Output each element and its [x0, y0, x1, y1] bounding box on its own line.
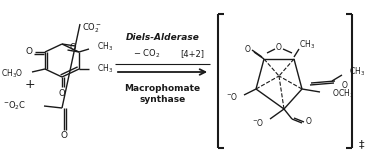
Text: Diels-Alderase: Diels-Alderase — [125, 33, 199, 41]
Text: CH$_3$: CH$_3$ — [97, 41, 113, 53]
Text: O: O — [276, 42, 282, 52]
Text: O: O — [342, 81, 348, 89]
Text: O: O — [59, 88, 65, 98]
Text: ‡: ‡ — [359, 139, 365, 149]
Text: O: O — [306, 116, 312, 126]
Text: OCH$_3$: OCH$_3$ — [332, 88, 354, 100]
Text: CH$_3$: CH$_3$ — [97, 63, 113, 75]
Text: O: O — [69, 44, 76, 52]
Text: O: O — [245, 45, 251, 53]
Text: $^{-}$O: $^{-}$O — [252, 117, 264, 128]
Text: $^{-}$O$_2$C: $^{-}$O$_2$C — [3, 100, 26, 112]
Text: CH$_3$: CH$_3$ — [299, 39, 315, 51]
Text: [4+2]: [4+2] — [180, 50, 204, 58]
Text: Macrophomate
synthase: Macrophomate synthase — [124, 84, 201, 104]
Text: +: + — [25, 79, 35, 92]
Text: O: O — [61, 132, 68, 140]
Text: O: O — [25, 47, 32, 57]
Text: CH$_3$: CH$_3$ — [349, 66, 365, 78]
Text: $^{-}$O: $^{-}$O — [226, 92, 238, 103]
Text: $-$ CO$_2$: $-$ CO$_2$ — [133, 48, 161, 60]
Text: CO$_2^-$: CO$_2^-$ — [82, 21, 102, 35]
Text: CH$_3$O: CH$_3$O — [1, 68, 23, 80]
